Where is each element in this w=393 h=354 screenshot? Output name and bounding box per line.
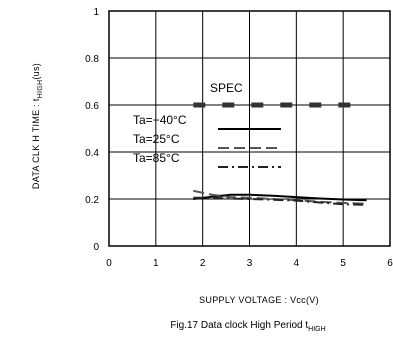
legend-label: Ta=25°C bbox=[133, 132, 180, 146]
tick-labels: 0 1 2 3 4 5 6 0 0.2 0.4 0.6 0.8 1 bbox=[85, 7, 393, 269]
legend: Ta=−40°C Ta=25°C Ta=85°C bbox=[133, 113, 281, 168]
y-tick-label: 0.2 bbox=[85, 195, 99, 206]
figure-caption-sub: HIGH bbox=[308, 326, 326, 333]
y-axis-title-main: DATA CLK H TIME : t bbox=[31, 98, 41, 189]
y-tick-label: 0.4 bbox=[85, 148, 99, 159]
legend-label: Ta=85°C bbox=[133, 151, 180, 165]
y-tick-label: 1 bbox=[93, 7, 99, 18]
x-tick-label: 1 bbox=[153, 258, 159, 269]
x-tick-label: 5 bbox=[340, 258, 346, 269]
y-tick-label: 0.6 bbox=[85, 101, 99, 112]
series-lines bbox=[193, 189, 367, 206]
x-tick-label: 4 bbox=[294, 258, 300, 269]
plot-frame bbox=[108, 10, 391, 247]
y-axis-title-unit: (us) bbox=[31, 63, 41, 80]
x-axis-title: SUPPLY VOLTAGE : Vcc(V) bbox=[199, 295, 319, 305]
series-line-2 bbox=[193, 189, 367, 205]
y-axis-title-sub: HIGH bbox=[37, 80, 44, 99]
spec-label: SPEC bbox=[210, 81, 243, 95]
x-tick-label: 6 bbox=[387, 258, 393, 269]
series-line-3 bbox=[193, 196, 367, 206]
x-tick-label: 2 bbox=[200, 258, 206, 269]
x-tick-label: 0 bbox=[106, 258, 112, 269]
figure-caption-main: Fig.17 Data clock High Period t bbox=[170, 320, 308, 331]
y-tick-label: 0.8 bbox=[85, 54, 99, 65]
y-axis-title: DATA CLK H TIME : tHIGH(us) bbox=[31, 63, 44, 189]
legend-label: Ta=−40°C bbox=[133, 113, 187, 127]
x-tick-label: 3 bbox=[247, 258, 253, 269]
grid bbox=[109, 11, 390, 246]
figure-caption: Fig.17 Data clock High Period tHIGH bbox=[170, 320, 325, 333]
y-tick-label: 0 bbox=[93, 242, 99, 253]
